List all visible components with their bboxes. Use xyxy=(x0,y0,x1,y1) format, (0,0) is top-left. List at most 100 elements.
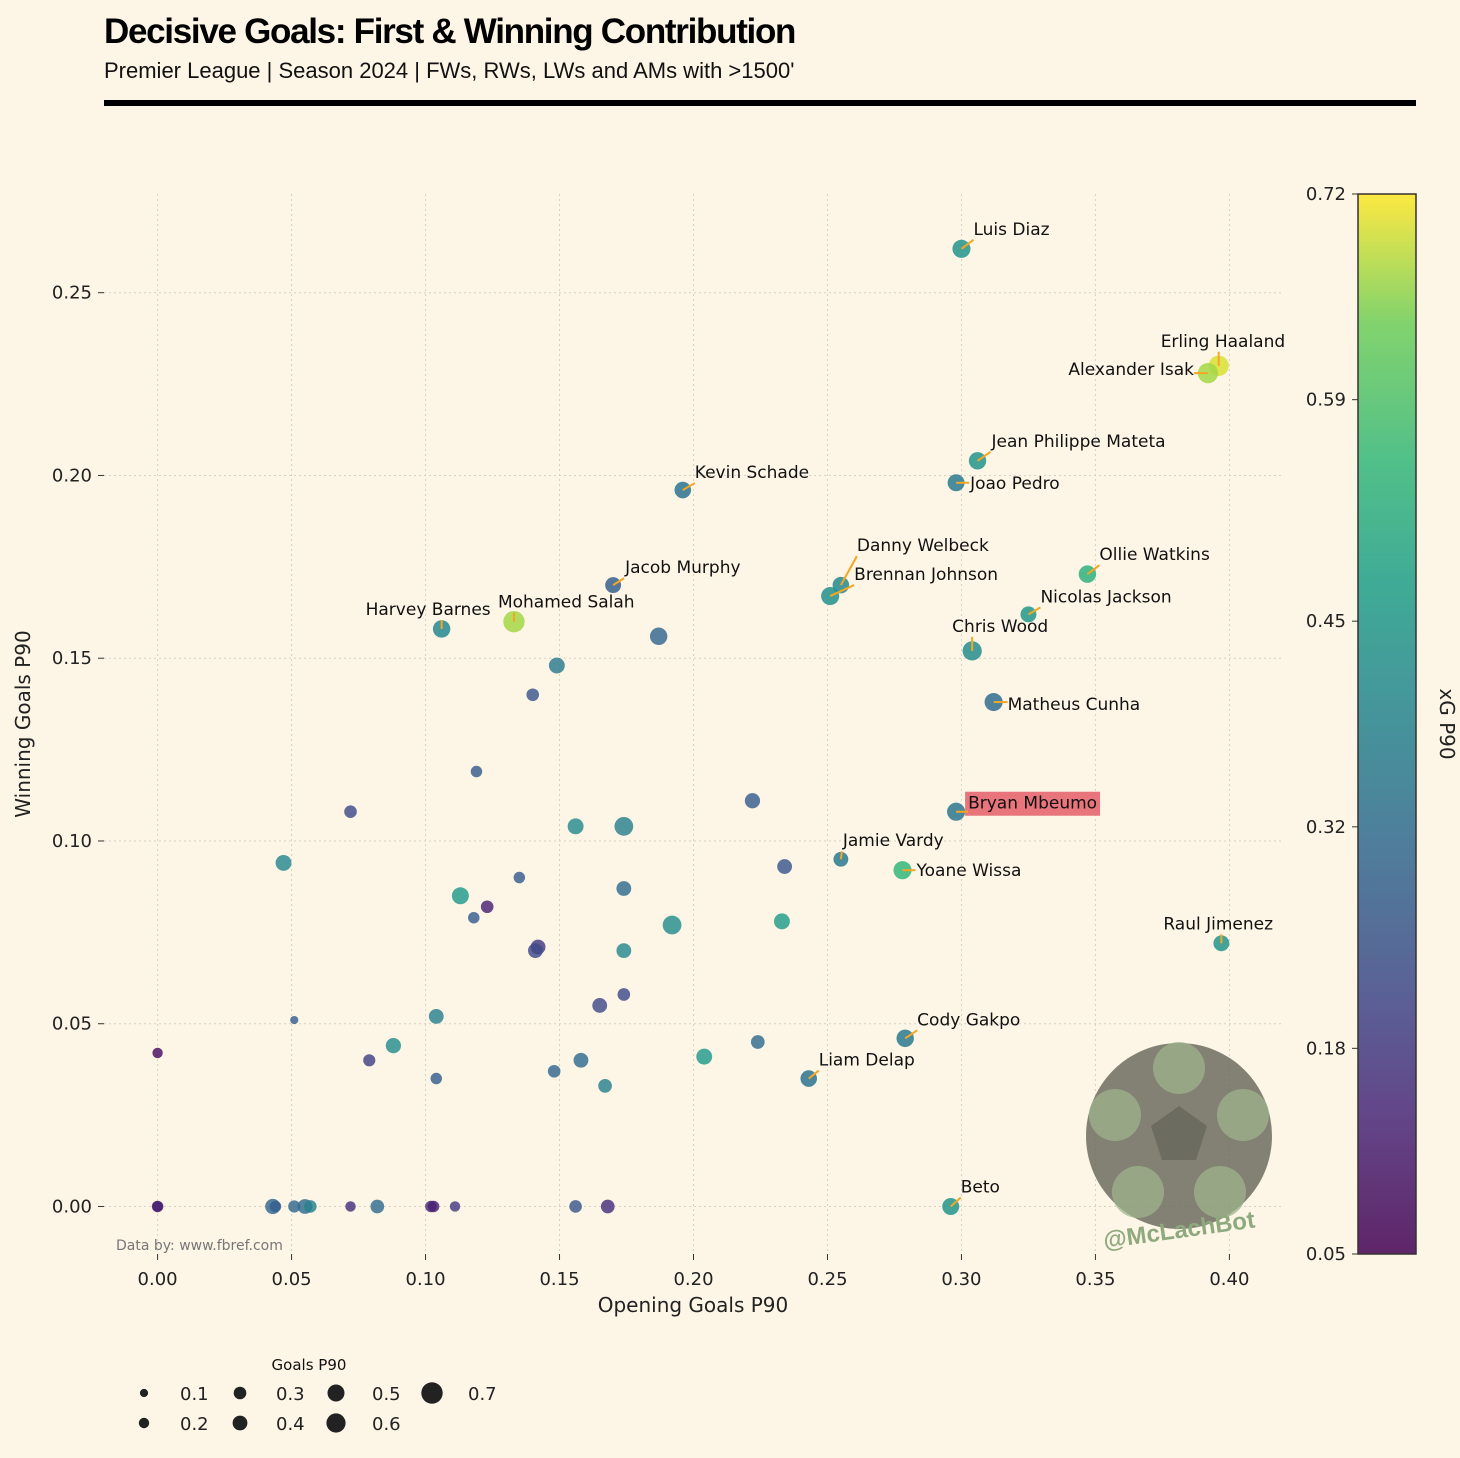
player-label: Ollie Watkins xyxy=(1099,545,1210,565)
leader-line xyxy=(839,851,843,860)
y-axis-label: Winning Goals P90 xyxy=(11,630,35,817)
axis-ticks: 0.00 0.05 0.10 0.15 0.20 0.25 0.30 0.35 0.40 0.00… xyxy=(52,283,1250,1290)
player-point xyxy=(569,1200,582,1213)
y-tick-label: 0.05 xyxy=(52,1014,92,1035)
leader-line xyxy=(1027,606,1041,616)
player-point xyxy=(750,1035,765,1049)
player-label: Danny Welbeck xyxy=(857,536,989,556)
x-tick-label: 0.15 xyxy=(539,1269,579,1290)
size-legend-label: 0.4 xyxy=(276,1414,305,1435)
y-tick-label: 0.15 xyxy=(52,648,92,669)
player-label: Jacob Murphy xyxy=(624,558,740,578)
size-legend-title: Goals P90 xyxy=(272,1356,347,1374)
player-point xyxy=(617,988,631,1001)
player-point xyxy=(449,1201,461,1212)
player-label: Jamie Vardy xyxy=(842,831,944,851)
size-legend-marker xyxy=(139,1388,149,1398)
y-tick-label: 0.10 xyxy=(52,831,92,852)
leader-line xyxy=(950,1196,962,1208)
player-point xyxy=(526,688,540,702)
player-point xyxy=(674,481,692,499)
leader-line xyxy=(976,451,992,462)
size-legend-label: 0.3 xyxy=(276,1384,305,1405)
x-tick-label: 0.30 xyxy=(941,1269,981,1290)
size-legend: 0.1 0.2 0.3 0.4 0.5 0.6 0.7 xyxy=(138,1382,497,1435)
source-note: Data by: www.fbref.com xyxy=(116,1238,283,1254)
player-point xyxy=(962,641,982,661)
size-legend-label: 0.7 xyxy=(468,1384,497,1405)
player-label: Kevin Schade xyxy=(695,463,809,483)
x-tick-label: 0.10 xyxy=(406,1269,446,1290)
player-label: Erling Haaland xyxy=(1161,332,1285,352)
player-point xyxy=(152,1047,163,1059)
x-axis-label: Opening Goals P90 xyxy=(598,1293,789,1317)
highlight-box xyxy=(965,791,1101,816)
x-tick-label: 0.40 xyxy=(1209,1269,1249,1290)
chart-subtitle: Premier League | Season 2024 | FWs, RWs,… xyxy=(104,58,795,83)
player-point xyxy=(430,1072,443,1085)
player-point xyxy=(468,911,480,924)
player-label: Luis Diaz xyxy=(973,220,1049,240)
player-point xyxy=(616,881,632,896)
y-tick-label: 0.20 xyxy=(52,465,92,486)
player-point xyxy=(370,1199,385,1214)
x-tick-label: 0.35 xyxy=(1075,1269,1115,1290)
x-tick-label: 0.00 xyxy=(138,1269,178,1290)
colorbar-tick-label: 0.45 xyxy=(1306,611,1346,632)
colorbar-tick-label: 0.05 xyxy=(1306,1244,1346,1265)
colorbar-tick-label: 0.32 xyxy=(1306,817,1346,838)
colorbar-tick-label: 0.18 xyxy=(1306,1038,1346,1059)
player-point xyxy=(513,871,526,884)
leader-line xyxy=(904,1029,918,1040)
player-label: Mohamed Salah xyxy=(498,593,635,613)
player-point xyxy=(269,1200,282,1213)
data-points xyxy=(151,239,1230,1215)
player-label: Beto xyxy=(961,1177,1000,1197)
size-legend-label: 0.2 xyxy=(180,1414,209,1435)
player-label: Yoane Wissa xyxy=(916,861,1022,881)
player-point xyxy=(427,1200,440,1213)
player-point xyxy=(696,1048,713,1065)
leader-line xyxy=(808,1069,820,1080)
player-label: Liam Delap xyxy=(819,1051,915,1071)
player-point xyxy=(304,1200,317,1213)
player-point xyxy=(345,1201,356,1212)
player-point xyxy=(616,943,632,959)
soccer-ball-logo xyxy=(1086,1042,1272,1229)
player-point xyxy=(451,887,469,905)
leader-line xyxy=(612,577,625,586)
size-legend-marker xyxy=(421,1382,443,1404)
player-point xyxy=(547,1064,561,1078)
player-point xyxy=(275,854,292,871)
player-point xyxy=(363,1054,376,1067)
player-point xyxy=(428,1009,444,1024)
y-tick-label: 0.25 xyxy=(52,283,92,304)
player-label: Jean Philippe Mateta xyxy=(991,432,1166,452)
size-legend-label: 0.1 xyxy=(180,1384,209,1405)
colorbar-tick-label: 0.72 xyxy=(1306,184,1346,205)
player-point xyxy=(777,859,793,874)
size-legend-marker xyxy=(233,1386,247,1400)
leader-line xyxy=(829,584,855,597)
player-label: Joao Pedro xyxy=(969,474,1060,494)
size-legend-label: 0.5 xyxy=(372,1384,401,1405)
player-point xyxy=(288,1200,301,1213)
player-point xyxy=(662,915,682,935)
player-point xyxy=(470,765,483,778)
leader-line xyxy=(839,555,858,586)
leader-line xyxy=(1086,564,1100,575)
colorbar-tick-label: 0.59 xyxy=(1306,390,1346,411)
leader-line xyxy=(682,482,696,491)
size-legend-label: 0.6 xyxy=(372,1414,401,1435)
player-point xyxy=(480,900,494,914)
player-label: Alexander Isak xyxy=(1068,360,1194,380)
player-label: Bryan Mbeumo xyxy=(968,794,1097,814)
player-point xyxy=(385,1038,402,1054)
player-point xyxy=(344,805,357,819)
player-point xyxy=(592,998,608,1013)
player-label: Chris Wood xyxy=(952,617,1048,637)
x-tick-label: 0.20 xyxy=(673,1269,713,1290)
size-legend-marker xyxy=(327,1384,345,1402)
